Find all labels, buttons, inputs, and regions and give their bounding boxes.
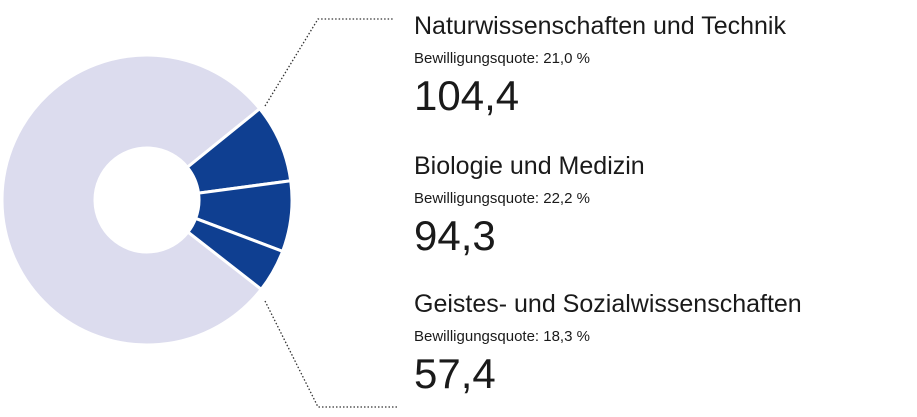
donut-slice-2 <box>185 216 285 292</box>
slice-quota: Bewilligungsquote: 21,0 % <box>414 50 590 67</box>
donut-slice-remainder <box>0 53 264 347</box>
label-group-0: Naturwissenschaften und Technik Bewillig… <box>414 12 786 118</box>
slice-title: Geistes- und Sozialwissenschaften <box>414 290 802 318</box>
label-group-1: Biologie und Medizin Bewilligungsquote: … <box>414 152 645 258</box>
label-group-2: Geistes- und Sozialwissenschaften Bewill… <box>414 290 802 396</box>
slice-title: Naturwissenschaften und Technik <box>414 12 786 40</box>
slice-value: 104,4 <box>414 72 520 119</box>
slice-value: 57,4 <box>414 350 496 397</box>
leader-line-top <box>264 18 393 107</box>
slice-title: Biologie und Medizin <box>414 152 645 180</box>
slice-quota: Bewilligungsquote: 22,2 % <box>414 190 590 207</box>
slice-quota: Bewilligungsquote: 18,3 % <box>414 328 590 345</box>
leader-line-bottom <box>264 300 397 408</box>
slice-value: 94,3 <box>414 212 496 259</box>
